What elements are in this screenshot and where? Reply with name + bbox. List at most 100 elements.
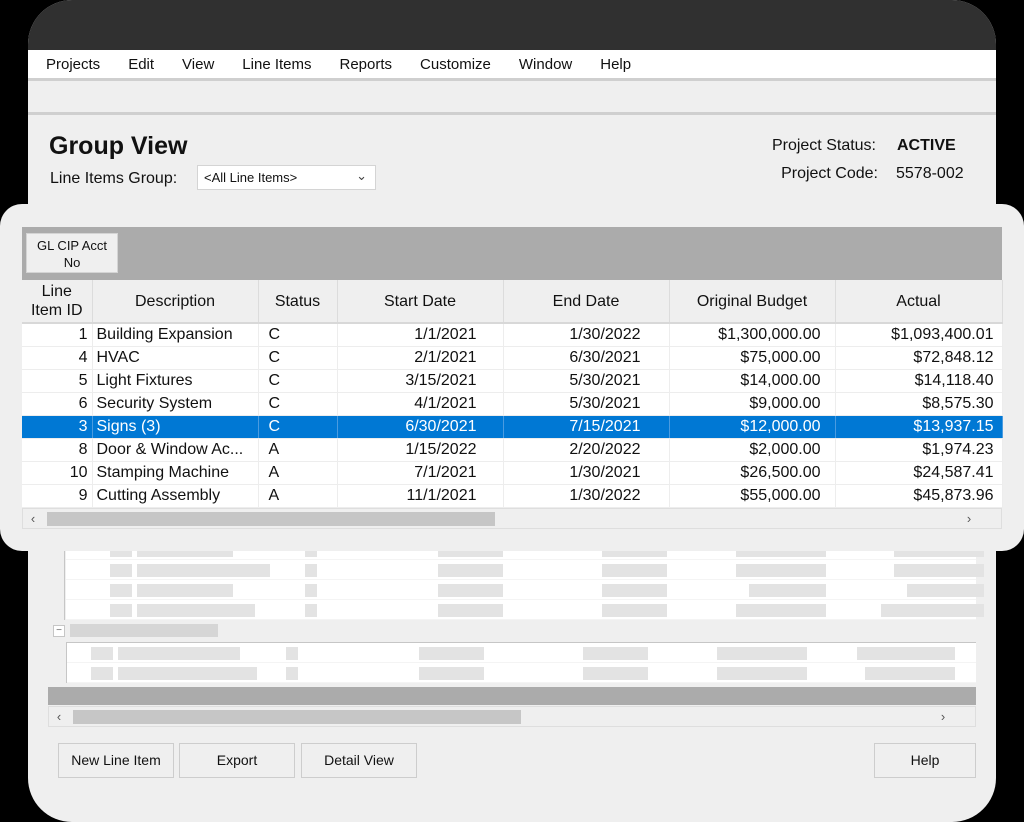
detail-view-button[interactable]: Detail View <box>301 743 417 778</box>
cell-end-date: 1/30/2022 <box>503 484 670 508</box>
column-header-original-budget[interactable]: Original Budget <box>669 280 836 324</box>
cell-start-date: 1/15/2022 <box>337 438 504 462</box>
line-items-group-label: Line Items Group: <box>50 170 178 187</box>
group-by-chip-gl-cip-acct-no[interactable]: GL CIP Acct No <box>26 233 118 273</box>
project-status-label: Project Status: <box>771 137 876 154</box>
cell-original-budget: $26,500.00 <box>669 461 836 485</box>
group-by-bar: GL CIP Acct No <box>22 227 1002 280</box>
cell-description: Stamping Machine <box>92 461 259 485</box>
cell-status: C <box>258 323 338 347</box>
placeholder-group-row: − <box>48 620 976 642</box>
scrollbar-thumb[interactable] <box>47 511 495 526</box>
cell-start-date: 6/30/2021 <box>337 415 504 439</box>
scroll-left-icon[interactable]: ‹ <box>56 709 62 724</box>
cell-start-date: 11/1/2021 <box>337 484 504 508</box>
menu-bar: Projects Edit View Line Items Reports Cu… <box>28 50 996 81</box>
table-row[interactable]: 8 Door & Window Ac... A 1/15/2022 2/20/2… <box>22 438 1003 462</box>
cell-end-date: 7/15/2021 <box>503 415 670 439</box>
table-row[interactable]: 4 HVAC C 2/1/2021 6/30/2021 $75,000.00 $… <box>22 346 1003 370</box>
placeholder-row <box>66 560 984 580</box>
cell-status: A <box>258 484 338 508</box>
cell-actual: $1,974.23 <box>835 438 1003 462</box>
cell-start-date: 7/1/2021 <box>337 461 504 485</box>
group-select-value: <All Line Items> <box>204 170 298 185</box>
scroll-left-icon[interactable]: ‹ <box>30 510 36 526</box>
cell-status: A <box>258 461 338 485</box>
column-header-actual[interactable]: Actual <box>835 280 1003 324</box>
menu-line-items[interactable]: Line Items <box>242 55 312 73</box>
cell-status: C <box>258 346 338 370</box>
help-button[interactable]: Help <box>874 743 976 778</box>
cell-end-date: 5/30/2021 <box>503 369 670 393</box>
menu-projects[interactable]: Projects <box>46 55 101 73</box>
menu-help[interactable]: Help <box>600 55 632 73</box>
table-row[interactable]: 10 Stamping Machine A 7/1/2021 1/30/2021… <box>22 461 1003 485</box>
table-row[interactable]: 9 Cutting Assembly A 11/1/2021 1/30/2022… <box>22 484 1003 508</box>
cell-description: Building Expansion <box>92 323 259 347</box>
table-row[interactable]: 6 Security System C 4/1/2021 5/30/2021 $… <box>22 392 1003 416</box>
horizontal-scrollbar[interactable]: ‹ › <box>22 507 1002 529</box>
scroll-right-icon[interactable]: › <box>940 709 946 724</box>
cell-id: 10 <box>22 461 93 485</box>
scrollbar-thumb[interactable] <box>73 710 521 724</box>
column-header-start-date[interactable]: Start Date <box>337 280 504 324</box>
cell-actual: $72,848.12 <box>835 346 1003 370</box>
new-line-item-button[interactable]: New Line Item <box>58 743 174 778</box>
title-bar <box>28 0 996 50</box>
cell-description: Light Fixtures <box>92 369 259 393</box>
background-grid-placeholder: − <box>48 540 984 683</box>
column-header-description[interactable]: Description <box>92 280 259 324</box>
cell-actual: $8,575.30 <box>835 392 1003 416</box>
placeholder-group-body <box>66 642 976 683</box>
export-button[interactable]: Export <box>179 743 295 778</box>
cell-actual: $24,587.41 <box>835 461 1003 485</box>
cell-end-date: 1/30/2021 <box>503 461 670 485</box>
cell-description: Cutting Assembly <box>92 484 259 508</box>
line-items-grid: GL CIP Acct No Line Item ID Description … <box>22 227 1003 529</box>
cell-start-date: 4/1/2021 <box>337 392 504 416</box>
page-header: Group View Line Items Group: <All Line I… <box>28 118 996 208</box>
project-status-value: ACTIVE <box>897 137 956 154</box>
menu-reports[interactable]: Reports <box>339 55 393 73</box>
cell-original-budget: $9,000.00 <box>669 392 836 416</box>
menu-window[interactable]: Window <box>518 55 573 73</box>
cell-status: A <box>258 438 338 462</box>
cell-actual: $1,093,400.01 <box>835 323 1003 347</box>
collapse-icon[interactable]: − <box>53 625 65 637</box>
cell-original-budget: $1,300,000.00 <box>669 323 836 347</box>
line-items-table: Line Item ID Description Status Start Da… <box>22 280 1003 508</box>
menu-customize[interactable]: Customize <box>420 55 491 73</box>
menu-edit[interactable]: Edit <box>128 55 155 73</box>
cell-id: 3 <box>22 415 93 439</box>
cell-id: 8 <box>22 438 93 462</box>
cell-id: 1 <box>22 323 93 347</box>
placeholder-row <box>67 663 976 683</box>
table-row[interactable]: 1 Building Expansion C 1/1/2021 1/30/202… <box>22 323 1003 347</box>
placeholder-row <box>66 580 984 600</box>
cell-description: HVAC <box>92 346 259 370</box>
table-row[interactable]: 5 Light Fixtures C 3/15/2021 5/30/2021 $… <box>22 369 1003 393</box>
cell-start-date: 1/1/2021 <box>337 323 504 347</box>
cell-start-date: 3/15/2021 <box>337 369 504 393</box>
cell-actual: $45,873.96 <box>835 484 1003 508</box>
table-row-selected[interactable]: 3 Signs (3) C 6/30/2021 7/15/2021 $12,00… <box>22 415 1003 439</box>
page-title: Group View <box>49 132 188 160</box>
cell-original-budget: $12,000.00 <box>669 415 836 439</box>
menu-view[interactable]: View <box>182 55 215 73</box>
table-header-row: Line Item ID Description Status Start Da… <box>22 280 1003 324</box>
cell-description: Signs (3) <box>92 415 259 439</box>
column-header-line-item-id[interactable]: Line Item ID <box>22 280 93 324</box>
line-items-group-select[interactable]: <All Line Items> ⌄ <box>197 165 376 190</box>
scroll-right-icon[interactable]: › <box>966 510 972 526</box>
cell-description: Security System <box>92 392 259 416</box>
cell-id: 4 <box>22 346 93 370</box>
column-header-end-date[interactable]: End Date <box>503 280 670 324</box>
placeholder-row <box>66 600 984 620</box>
column-header-status[interactable]: Status <box>258 280 338 324</box>
cell-original-budget: $75,000.00 <box>669 346 836 370</box>
cell-end-date: 6/30/2021 <box>503 346 670 370</box>
cell-original-budget: $2,000.00 <box>669 438 836 462</box>
background-horizontal-scrollbar[interactable]: ‹ › <box>48 706 976 727</box>
cell-end-date: 5/30/2021 <box>503 392 670 416</box>
cell-original-budget: $14,000.00 <box>669 369 836 393</box>
